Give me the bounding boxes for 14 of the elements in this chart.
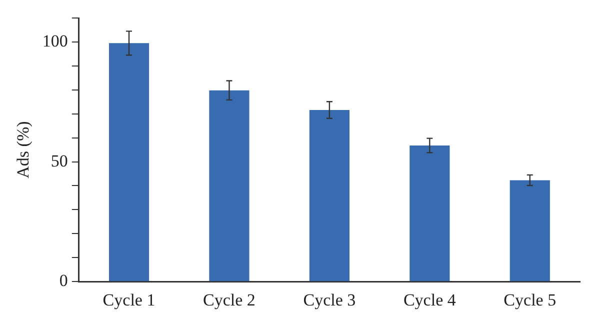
- x-tick-label: Cycle 3: [303, 290, 356, 310]
- y-tick-label: 50: [50, 151, 68, 170]
- x-tick-label: Cycle 1: [102, 290, 156, 310]
- bar: [108, 43, 150, 282]
- x-tick-label: Cycle 5: [504, 290, 556, 310]
- x-tick-label: Cycle 2: [203, 290, 256, 310]
- x-tick-label: Cycle 4: [403, 290, 456, 310]
- bar: [209, 90, 250, 282]
- bar: [309, 110, 350, 282]
- y-axis-title: Ads (%): [14, 121, 33, 178]
- bar: [510, 180, 550, 282]
- bar: [410, 145, 450, 282]
- y-tick-label: 100: [42, 31, 68, 50]
- y-tick-label: 0: [59, 271, 68, 290]
